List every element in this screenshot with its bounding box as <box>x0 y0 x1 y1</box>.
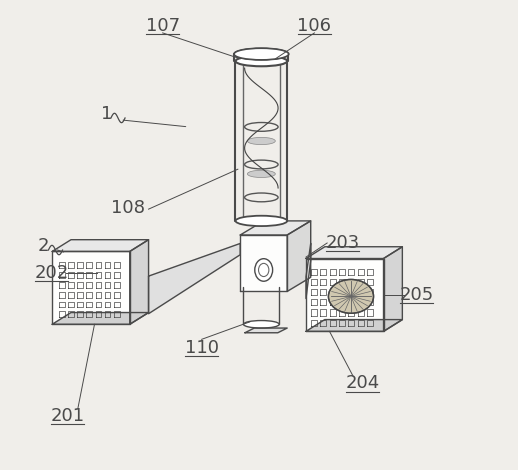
Polygon shape <box>306 243 311 298</box>
Polygon shape <box>287 221 311 291</box>
Text: 205: 205 <box>399 286 434 304</box>
Text: 108: 108 <box>111 199 146 217</box>
Polygon shape <box>306 247 402 258</box>
Ellipse shape <box>236 56 287 66</box>
Polygon shape <box>306 258 383 331</box>
Polygon shape <box>52 313 149 324</box>
Text: 1: 1 <box>100 105 112 123</box>
Polygon shape <box>245 328 287 333</box>
Polygon shape <box>52 251 130 324</box>
Text: 110: 110 <box>184 339 219 357</box>
Polygon shape <box>240 235 287 291</box>
Text: 203: 203 <box>325 234 360 252</box>
Text: 2: 2 <box>38 237 50 255</box>
Polygon shape <box>383 247 402 331</box>
Text: 204: 204 <box>346 374 380 392</box>
Polygon shape <box>130 240 149 324</box>
Ellipse shape <box>255 258 272 281</box>
Polygon shape <box>52 240 149 251</box>
Text: 201: 201 <box>51 407 85 425</box>
Polygon shape <box>240 221 311 235</box>
Ellipse shape <box>328 280 373 313</box>
Ellipse shape <box>248 137 275 145</box>
Ellipse shape <box>234 48 289 60</box>
Text: 106: 106 <box>297 17 332 35</box>
Ellipse shape <box>234 48 289 60</box>
Ellipse shape <box>236 216 287 226</box>
Text: 107: 107 <box>146 17 180 35</box>
Text: 202: 202 <box>34 264 68 282</box>
Ellipse shape <box>248 170 275 178</box>
Ellipse shape <box>243 321 279 328</box>
Polygon shape <box>306 320 402 331</box>
Polygon shape <box>149 243 240 314</box>
